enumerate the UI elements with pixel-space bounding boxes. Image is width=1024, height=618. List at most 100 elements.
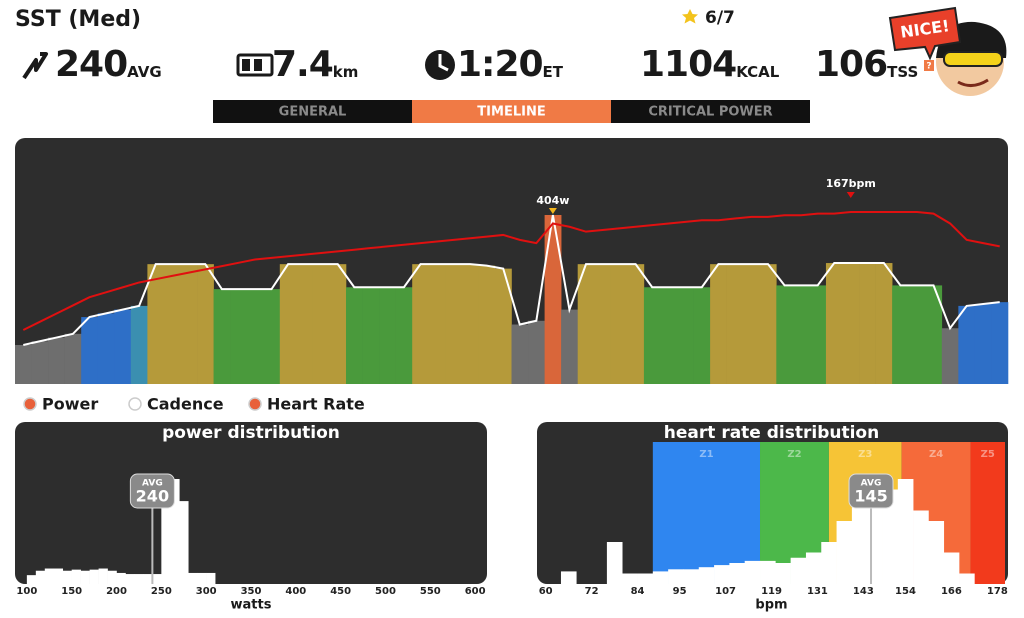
x-tick-label: 550 bbox=[420, 586, 441, 597]
histogram-bar bbox=[637, 573, 654, 584]
power-bar bbox=[346, 287, 363, 384]
histogram-bar bbox=[668, 569, 684, 584]
histogram-bar bbox=[775, 563, 791, 584]
histogram-bar bbox=[698, 567, 715, 584]
stat-unit: AVG bbox=[127, 63, 162, 81]
power-line bbox=[23, 214, 1000, 346]
power-bar bbox=[610, 264, 628, 384]
legend-label[interactable]: Cadence bbox=[147, 395, 224, 414]
tab-label[interactable]: TIMELINE bbox=[477, 105, 545, 120]
x-tick-label: 178 bbox=[987, 586, 1008, 597]
stat-value: 1:20 bbox=[457, 44, 543, 85]
power-bar bbox=[859, 263, 876, 384]
histogram-bar bbox=[652, 571, 669, 584]
power-bar bbox=[693, 287, 711, 384]
histogram-bar bbox=[729, 563, 746, 584]
stat-value: 1104 bbox=[640, 44, 736, 85]
x-tick-label: 107 bbox=[715, 586, 736, 597]
power-bar bbox=[643, 287, 661, 384]
power-distribution-panel bbox=[15, 422, 487, 584]
legend-dot[interactable] bbox=[23, 397, 37, 411]
x-tick-label: 84 bbox=[631, 586, 645, 597]
power-bar bbox=[263, 289, 281, 384]
tab-label[interactable]: GENERAL bbox=[279, 105, 347, 120]
power-bar bbox=[461, 264, 479, 384]
x-tick-label: 143 bbox=[853, 586, 874, 597]
histogram-title: power distribution bbox=[162, 423, 340, 443]
stat: 1:20ET bbox=[457, 44, 564, 85]
power-bar bbox=[660, 287, 678, 384]
power-bar bbox=[908, 285, 926, 384]
histogram-bar bbox=[26, 575, 37, 584]
power-bar bbox=[279, 264, 297, 384]
histogram-title: heart rate distribution bbox=[664, 423, 879, 443]
histogram-bar bbox=[206, 572, 216, 584]
histogram-bar bbox=[125, 574, 135, 584]
power-bar bbox=[329, 264, 347, 384]
legend-dot[interactable] bbox=[128, 397, 142, 411]
tab[interactable] bbox=[412, 100, 611, 123]
x-tick-label: 72 bbox=[585, 586, 599, 597]
histogram-bar bbox=[882, 489, 899, 584]
legend-label[interactable]: Heart Rate bbox=[267, 395, 365, 414]
power-bar bbox=[825, 263, 843, 384]
avg-box bbox=[129, 473, 175, 509]
power-bar bbox=[974, 304, 992, 384]
x-tick-label: 150 bbox=[61, 586, 82, 597]
tab-label[interactable]: CRITICAL POWER bbox=[648, 105, 772, 120]
histogram-bar bbox=[179, 501, 189, 584]
avg-box bbox=[848, 473, 894, 509]
x-tick-label: 600 bbox=[465, 586, 486, 597]
power-bar bbox=[114, 309, 132, 384]
histogram-bar bbox=[790, 557, 807, 584]
tab[interactable] bbox=[611, 100, 810, 123]
power-bar bbox=[230, 289, 247, 384]
power-peak-label: 404w bbox=[536, 194, 569, 207]
hr-zone-label: Z4 bbox=[929, 449, 943, 460]
x-tick-label: 250 bbox=[151, 586, 172, 597]
legend-label[interactable]: Power bbox=[42, 395, 98, 414]
clock-hands bbox=[438, 54, 449, 72]
histogram-bar bbox=[836, 521, 853, 584]
avg-label: AVG bbox=[861, 479, 882, 489]
avg-value: 145 bbox=[854, 487, 887, 506]
histogram-bar bbox=[35, 570, 46, 584]
power-bar bbox=[958, 305, 976, 384]
stat-unit: TSS bbox=[887, 63, 918, 81]
x-tick-label: 166 bbox=[941, 586, 962, 597]
power-bar bbox=[395, 287, 413, 384]
hr-zone-label: Z3 bbox=[858, 449, 872, 460]
histogram-bar bbox=[928, 521, 945, 584]
stat: 7.4km bbox=[272, 44, 358, 85]
stat-unit: KCAL bbox=[736, 63, 780, 81]
mascot-glasses bbox=[943, 51, 1003, 67]
histogram-bar bbox=[134, 574, 144, 584]
histogram-bar bbox=[152, 574, 162, 584]
legend-dot[interactable] bbox=[248, 397, 262, 411]
hr-peak-marker bbox=[846, 192, 855, 198]
power-bar bbox=[147, 264, 165, 384]
histogram-bar bbox=[714, 565, 730, 584]
stat-unit: ET bbox=[543, 63, 564, 81]
x-tick-label: 200 bbox=[106, 586, 127, 597]
power-bar bbox=[809, 285, 827, 384]
histogram-bar bbox=[913, 510, 929, 584]
power-bar bbox=[677, 287, 694, 384]
histogram-bar bbox=[143, 574, 153, 584]
tab[interactable] bbox=[213, 100, 412, 123]
power-bar bbox=[97, 313, 115, 384]
histogram-bar bbox=[170, 479, 180, 584]
power-bar bbox=[991, 302, 1009, 384]
x-tick-label: 131 bbox=[807, 586, 828, 597]
stat-value: 240 bbox=[55, 44, 127, 85]
help-icon: ? bbox=[926, 62, 931, 72]
histogram-bar bbox=[851, 494, 868, 584]
x-axis-label: bpm bbox=[755, 598, 787, 613]
histogram-bar bbox=[683, 569, 700, 584]
stat-unit: km bbox=[333, 63, 359, 81]
x-tick-label: 300 bbox=[196, 586, 217, 597]
star-count: 6/7 bbox=[705, 8, 735, 28]
power-bar bbox=[362, 287, 380, 384]
power-bar bbox=[163, 264, 181, 384]
